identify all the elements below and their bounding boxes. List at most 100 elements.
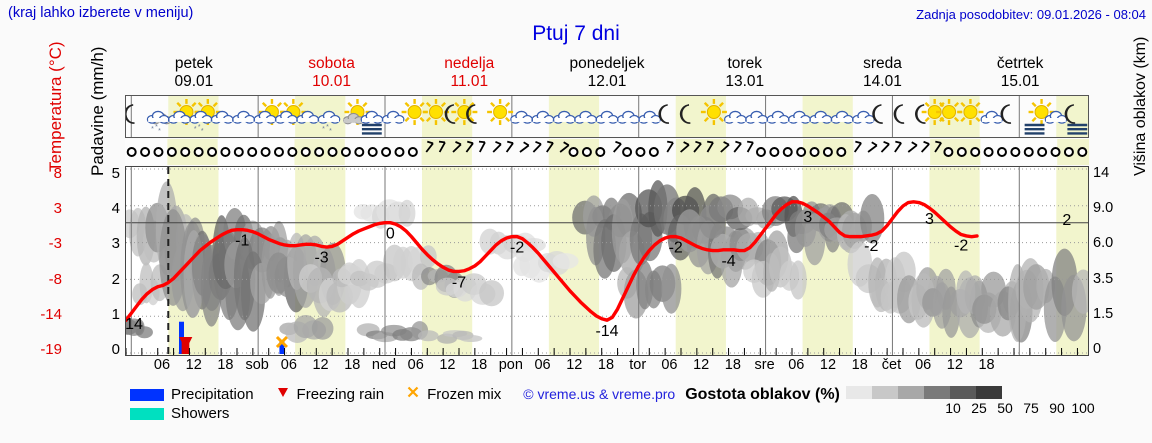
day-date: 13.01 xyxy=(725,73,765,90)
x-tick-label: pon xyxy=(498,357,523,373)
cloud-height-tick: 1.5 xyxy=(1093,305,1114,322)
temperature-tick: -8 xyxy=(48,270,62,288)
day-date: 09.01 xyxy=(174,73,214,90)
x-tick-label: 18 xyxy=(217,357,234,373)
grid-lines xyxy=(126,167,1088,355)
x-tick-label: 06 xyxy=(153,357,171,373)
x-tick-label: 18 xyxy=(978,357,995,373)
freezing-rain-icon xyxy=(276,385,290,405)
temperature-tick: -3 xyxy=(48,235,62,253)
weather-icons-svg: * ** * ** * ** xyxy=(126,96,1088,137)
precip-type-markers xyxy=(179,335,288,349)
svg-text:3: 3 xyxy=(925,211,934,228)
day-name: nedelja xyxy=(444,55,495,72)
precip-tick: 3 xyxy=(111,235,120,253)
svg-text:-2: -2 xyxy=(669,240,683,257)
x-tick-label: 06 xyxy=(915,357,932,373)
svg-text:-2: -2 xyxy=(954,238,968,255)
wind-barb-band xyxy=(125,139,1089,165)
frozen-mix-legend-label: Frozen mix xyxy=(427,386,502,404)
precip-tick: 1 xyxy=(111,305,120,323)
svg-text:2: 2 xyxy=(1062,212,1071,229)
svg-text:-14: -14 xyxy=(126,316,143,333)
day-name: četrtek xyxy=(996,55,1044,72)
last-update-text: Zadnja posodobitev: 09.01.2026 - 08:04 xyxy=(916,7,1146,22)
x-tick-label: tor xyxy=(629,357,647,373)
precip-tick: 4 xyxy=(111,200,120,218)
cloud-height-tick: 3.5 xyxy=(1093,270,1114,287)
precip-tick: 5 xyxy=(111,165,120,182)
x-tick-label: sob xyxy=(245,357,269,373)
frozen-mix-icon xyxy=(406,385,420,405)
svg-text:-1: -1 xyxy=(235,233,249,250)
x-tick-label: ned xyxy=(371,357,397,373)
location-note: (kraj lahko izberete v meniju) xyxy=(8,5,194,21)
x-tick-label: 06 xyxy=(788,357,805,373)
cloud-density-value: 90 xyxy=(1049,400,1065,416)
day-name: torek xyxy=(727,55,762,72)
cloud-density-segment xyxy=(923,386,950,400)
cloud-density-segment xyxy=(949,386,976,400)
day-header-sreda: sreda 14.01 xyxy=(814,55,952,93)
x-tick-label: 18 xyxy=(851,357,868,373)
x-tick-label: 12 xyxy=(312,357,329,373)
day-date: 12.01 xyxy=(587,73,627,90)
cloud-height-tick: 9.0 xyxy=(1093,200,1114,217)
cloud-density-value: 75 xyxy=(1023,400,1039,416)
cloud-density-segment xyxy=(975,386,1002,400)
temperature-axis-title: Temperatura (°C) xyxy=(46,41,65,172)
x-tick-label: 06 xyxy=(534,357,551,373)
showers-swatch xyxy=(130,408,164,421)
freezing-rain-legend-label: Freezing rain xyxy=(296,386,385,404)
cloud-density-colorbar xyxy=(845,385,1002,405)
temperature-tick: 8 xyxy=(53,165,62,182)
precip-tick: 0 xyxy=(111,341,120,358)
day-name: sreda xyxy=(863,55,902,72)
svg-text:*: * xyxy=(194,126,197,133)
x-tick-label: 06 xyxy=(407,357,424,373)
x-tick-label: sre xyxy=(754,357,775,373)
day-header-row: petek 09.01 sobota 10.01 nedelja 11.01 ponedel… xyxy=(125,55,1089,93)
day-header-nedelja: nedelja 11.01 xyxy=(400,55,538,93)
x-tick-label: 12 xyxy=(946,357,963,373)
cloud-density-value: 25 xyxy=(971,400,987,416)
cloud-density-segment xyxy=(845,386,872,400)
svg-text:-14: -14 xyxy=(595,323,618,340)
cloud-height-tick: 0 xyxy=(1093,341,1102,357)
x-tick-label: 12 xyxy=(819,357,837,373)
cloud-density-segment xyxy=(897,386,924,400)
cloud-density-scale-numbers: 10 25 50 75 90 100 xyxy=(940,400,1096,416)
svg-text:*: * xyxy=(198,124,201,131)
showers-legend-label: Showers xyxy=(171,405,230,423)
svg-text:0: 0 xyxy=(386,226,395,243)
day-date: 15.01 xyxy=(1000,73,1040,90)
cloud-height-axis-title: Višina oblakov (km) xyxy=(1132,36,1149,176)
svg-text:-3: -3 xyxy=(314,249,328,266)
svg-text:*: * xyxy=(155,124,158,131)
x-tick-label: 18 xyxy=(724,357,741,373)
svg-text:*: * xyxy=(151,126,154,133)
cloud-height-tick: 14 xyxy=(1093,165,1110,181)
forecast-plot: -14 -1 -3 0 -7 -2 -14 -2 -4 3 -2 3 -2 2 xyxy=(125,166,1089,356)
svg-text:-7: -7 xyxy=(452,274,466,291)
svg-text:*: * xyxy=(329,128,332,135)
cloud-density-value: 50 xyxy=(997,400,1013,416)
x-tick-label: 18 xyxy=(597,357,615,373)
temperature-tick: -19 xyxy=(40,341,62,358)
x-tick-label: 18 xyxy=(344,357,361,373)
x-tick-label: 12 xyxy=(185,357,202,373)
plot-svg: -14 -1 -3 0 -7 -2 -14 -2 -4 3 -2 3 -2 2 xyxy=(126,167,1088,355)
cloud-density-legend-label: Gostota oblakov (%) xyxy=(685,386,840,403)
x-axis-labels: 06 12 18 sob 06 12 18 ned 06 12 18 pon 06 12 18 tor 06 12… xyxy=(125,357,1089,377)
x-axis-ticks xyxy=(126,348,1078,355)
x-tick-label: 18 xyxy=(471,357,488,373)
copyright-link[interactable]: © vreme.us & vreme.pro xyxy=(523,386,676,402)
precip-tick: 2 xyxy=(111,270,120,288)
svg-text:-2: -2 xyxy=(510,240,524,257)
day-name: ponedeljek xyxy=(569,55,645,72)
temperature-line xyxy=(126,200,979,322)
day-header-torek: torek 13.01 xyxy=(676,55,814,93)
svg-text:3: 3 xyxy=(803,209,812,226)
svg-text:*: * xyxy=(326,124,329,131)
day-header-petek: petek 09.01 xyxy=(125,55,263,93)
